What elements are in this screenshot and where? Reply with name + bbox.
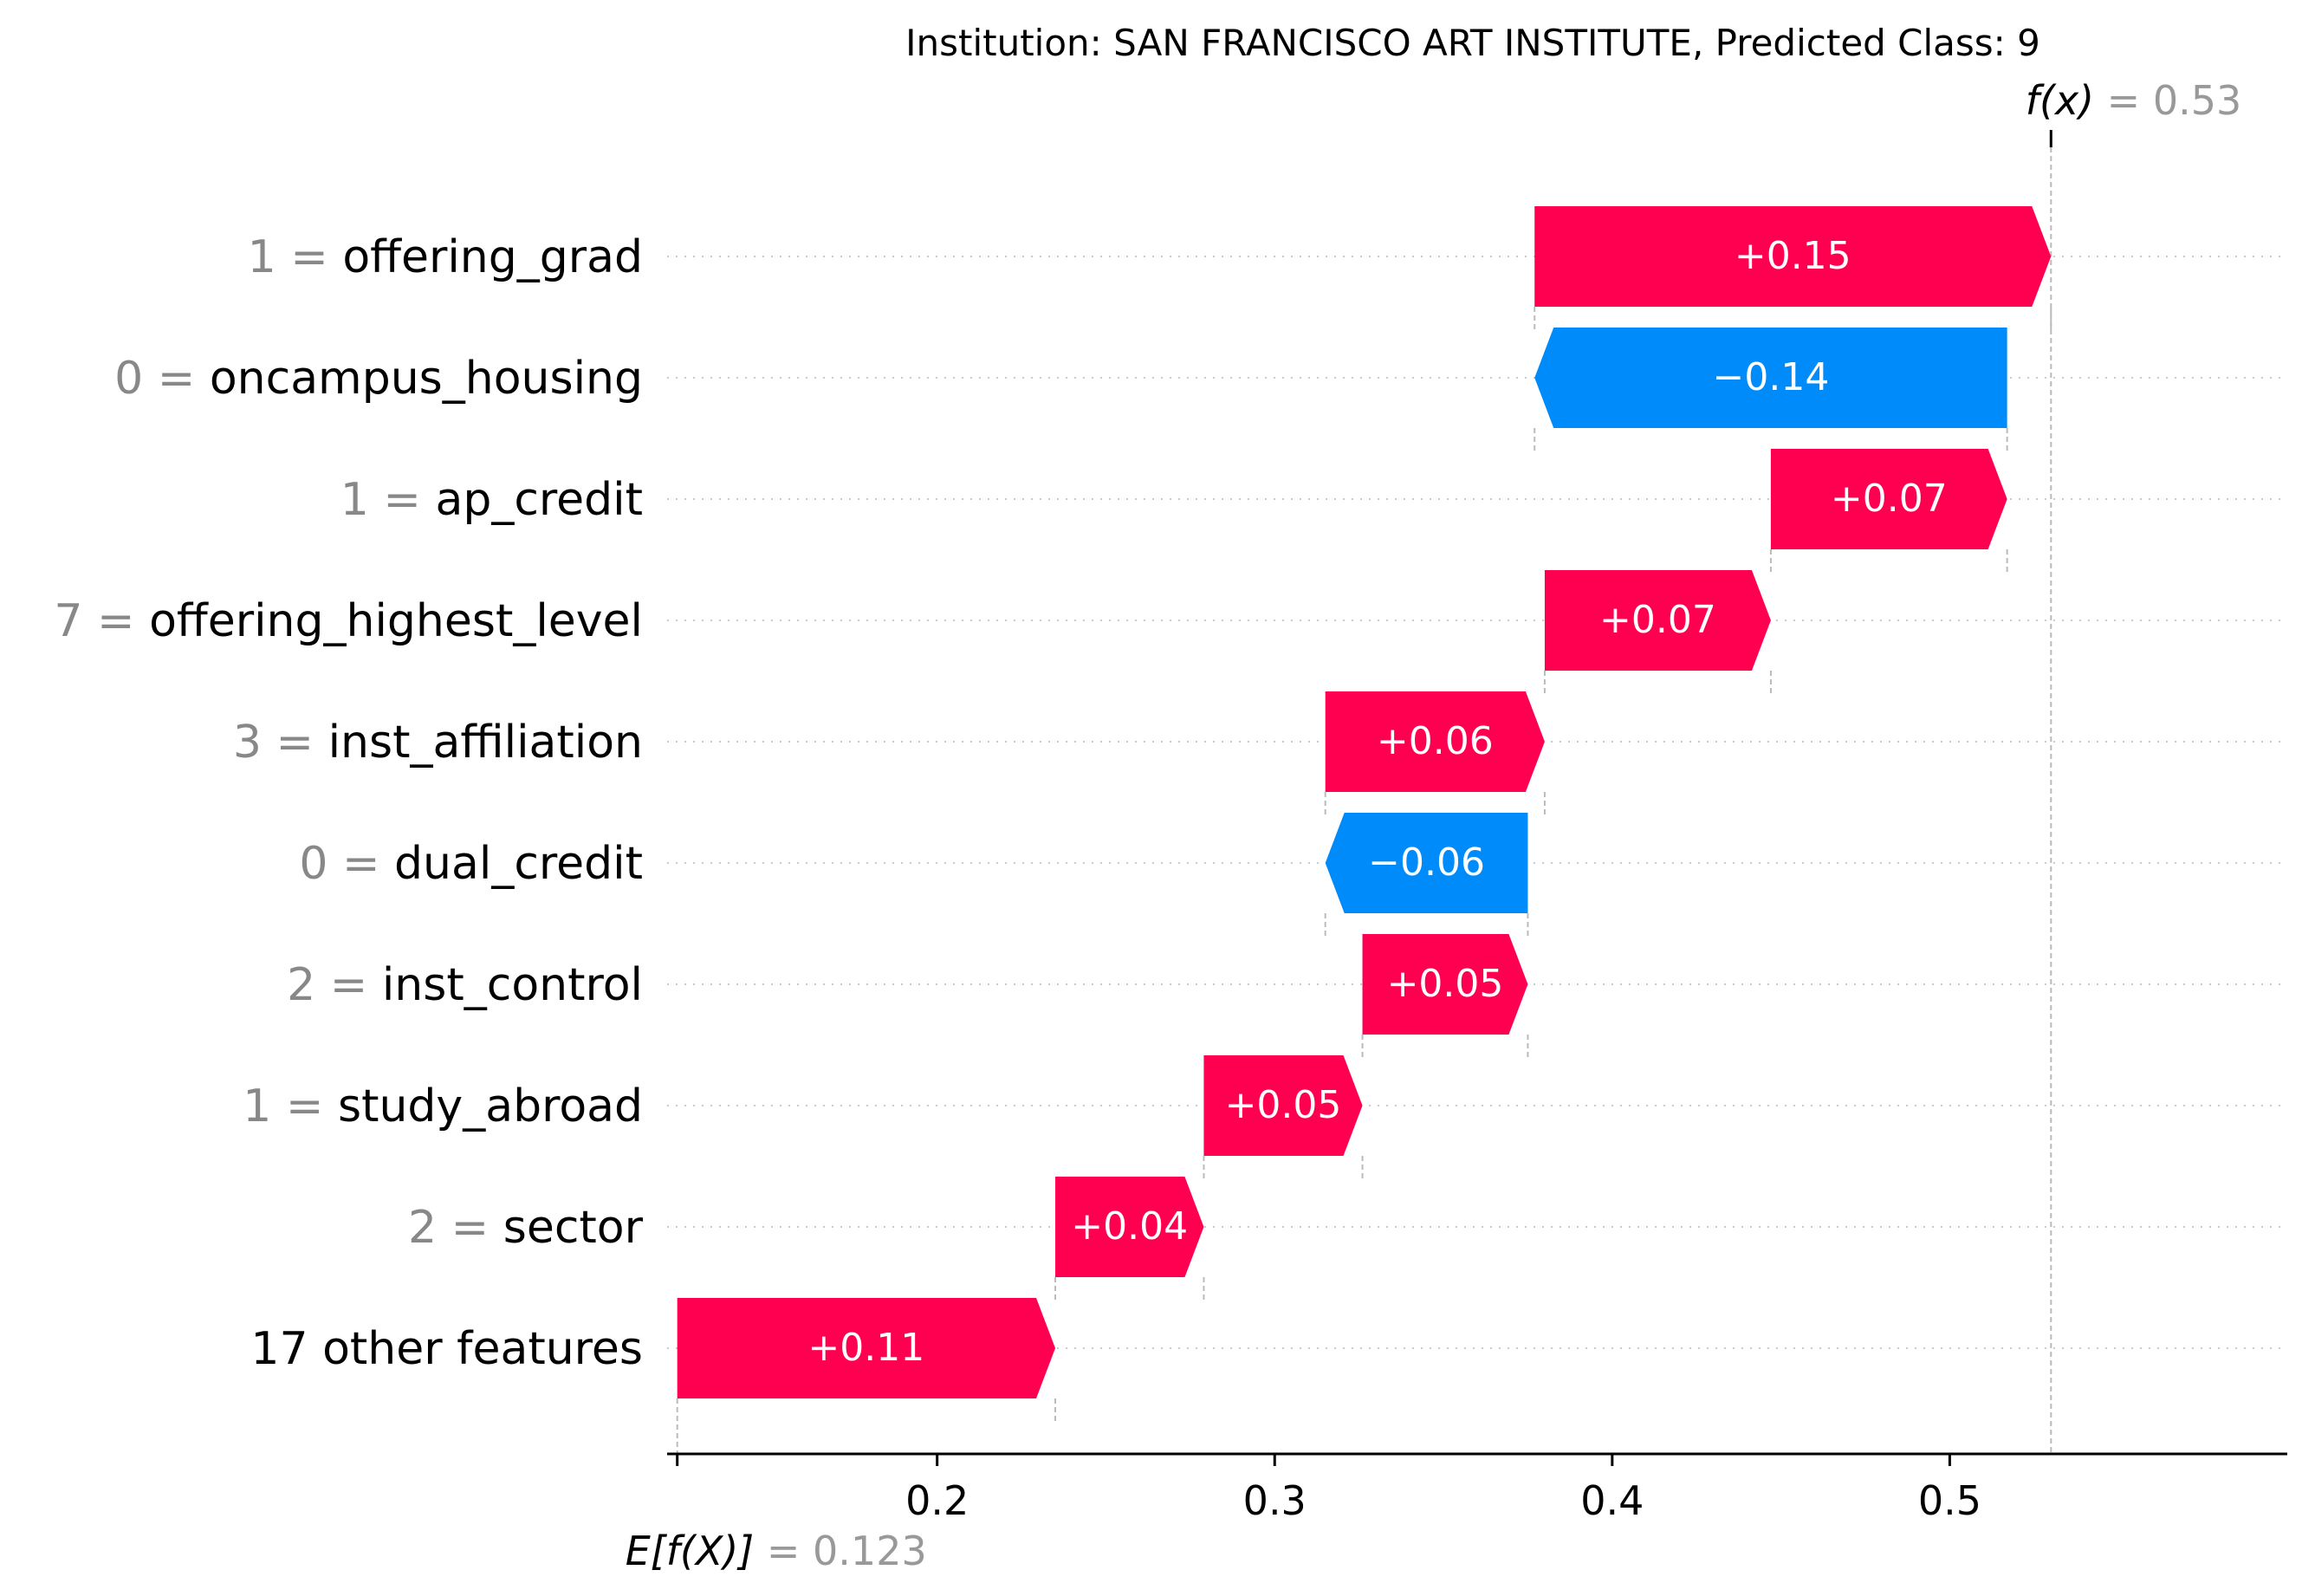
bar-value-label: +0.15 bbox=[1735, 234, 1851, 278]
feature-label-inst-affiliation: 3 = inst_affiliation bbox=[233, 717, 643, 769]
bar-offering-highest-level bbox=[1544, 570, 1771, 671]
bars-layer bbox=[677, 206, 2052, 1398]
feature-label-sector: 2 = sector bbox=[408, 1202, 644, 1254]
feature-label-offering-highest-level: 7 = offering_highest_level bbox=[54, 595, 643, 647]
bar-17-other-features bbox=[677, 1298, 1056, 1398]
bar-value-label: +0.07 bbox=[1599, 598, 1716, 642]
bar-value-label: +0.07 bbox=[1831, 477, 1948, 521]
output-value-annotation: f(x) = 0.53 bbox=[2026, 77, 2242, 124]
labels-layer: +0.15 1 = offering_grad −0.14 0 = oncampus_… bbox=[54, 231, 1947, 1375]
bar-inst-affiliation bbox=[1325, 691, 1545, 792]
feature-label-ap-credit: 1 = ap_credit bbox=[340, 474, 643, 526]
bar-sector bbox=[1055, 1177, 1204, 1277]
bar-inst-control bbox=[1362, 934, 1528, 1035]
bar-value-label: −0.06 bbox=[1368, 840, 1485, 885]
x-axis: 0.2 0.3 0.4 0.5 bbox=[667, 130, 2287, 1524]
x-tick-label: 0.2 bbox=[905, 1477, 969, 1524]
feature-label-dual-credit: 0 = dual_credit bbox=[299, 838, 643, 890]
x-tick-label: 0.4 bbox=[1580, 1477, 1644, 1524]
x-tick-label: 0.5 bbox=[1918, 1477, 1981, 1524]
feature-label-study-abroad: 1 = study_abroad bbox=[243, 1080, 643, 1132]
bar-value-label: +0.06 bbox=[1377, 719, 1494, 763]
bar-oncampus-housing bbox=[1534, 328, 2007, 428]
bar-value-label: +0.11 bbox=[807, 1326, 924, 1370]
bar-value-label: +0.05 bbox=[1387, 962, 1504, 1006]
bar-study-abroad bbox=[1203, 1055, 1363, 1156]
bar-value-label: −0.14 bbox=[1713, 355, 1830, 399]
grid-layer bbox=[667, 139, 2287, 1454]
feature-label-17-other-features: 17 other features bbox=[250, 1323, 643, 1375]
bar-value-label: +0.04 bbox=[1071, 1204, 1188, 1249]
bar-ap-credit bbox=[1770, 449, 2007, 549]
feature-label-oncampus-housing: 0 = oncampus_housing bbox=[114, 353, 643, 405]
chart-title: Institution: SAN FRANCISCO ART INSTITUTE… bbox=[905, 22, 2040, 64]
annotation-layer: f(x) = 0.53 E[f(X)] = 0.123 bbox=[626, 77, 2242, 1574]
feature-label-inst-control: 2 = inst_control bbox=[287, 959, 643, 1011]
feature-label-offering-grad: 1 = offering_grad bbox=[248, 231, 643, 283]
x-tick-label: 0.3 bbox=[1243, 1477, 1307, 1524]
base-value-annotation: E[f(X)] = 0.123 bbox=[626, 1528, 927, 1574]
bar-value-label: +0.05 bbox=[1225, 1083, 1342, 1127]
bar-offering-grad bbox=[1534, 206, 2052, 307]
bar-dual-credit bbox=[1325, 813, 1528, 913]
